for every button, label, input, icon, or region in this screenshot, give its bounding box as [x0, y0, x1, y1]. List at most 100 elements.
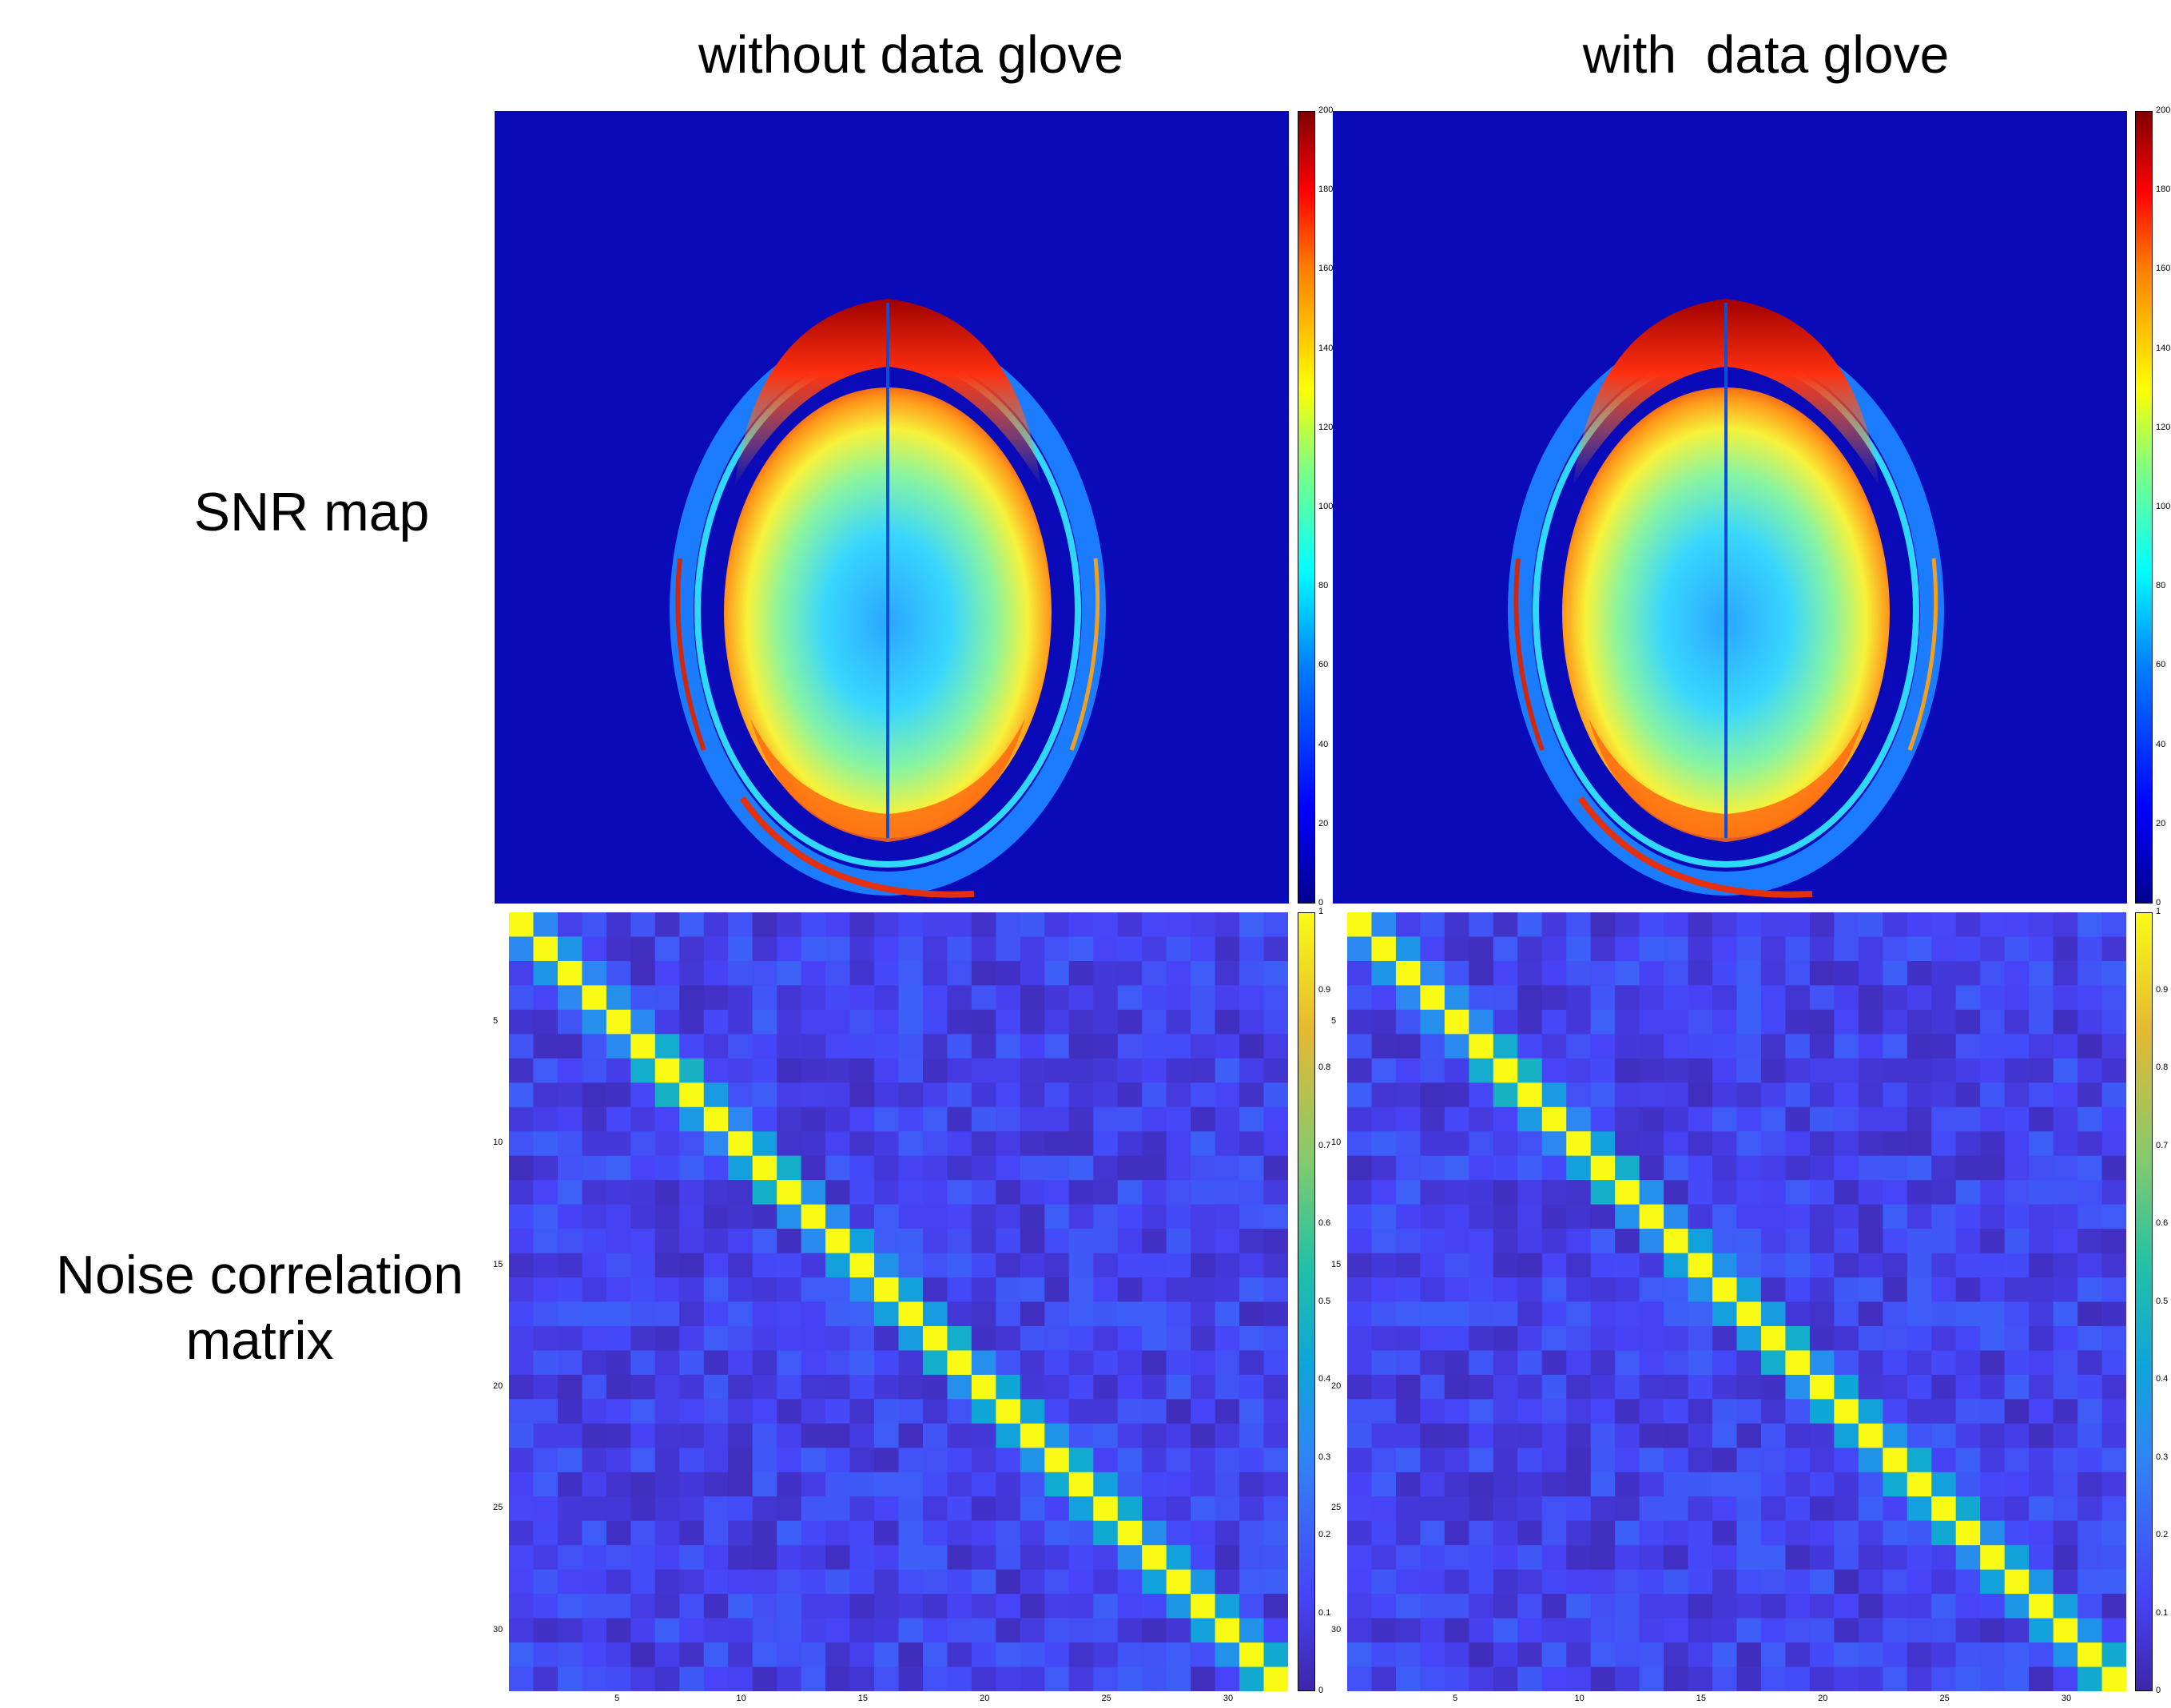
matrix-cell [2078, 1423, 2103, 1448]
matrix-cell [971, 1131, 996, 1157]
matrix-cell [849, 936, 875, 962]
matrix-cell [1688, 912, 1713, 937]
matrix-cell [533, 1253, 559, 1278]
matrix-cell [1444, 1545, 1469, 1571]
matrix-cell [2101, 1642, 2126, 1668]
matrix-cell [1931, 1253, 1957, 1278]
colorbar-tick-label: 200 [1318, 105, 1334, 115]
matrix-cell [1444, 1277, 1469, 1302]
matrix-cell [996, 1520, 1021, 1546]
matrix-cell [1907, 1204, 1932, 1229]
matrix-cell [606, 1204, 631, 1229]
matrix-cell [1068, 1301, 1094, 1327]
matrix-cell [533, 1155, 559, 1181]
matrix-cell [630, 936, 656, 962]
matrix-cell [1044, 1082, 1070, 1108]
matrix-cell [1760, 1082, 1786, 1108]
matrix-cell [1347, 960, 1372, 986]
matrix-cell [630, 1277, 656, 1302]
matrix-cell [728, 1399, 753, 1424]
matrix-cell [996, 1180, 1021, 1206]
matrix-cell [509, 1155, 534, 1181]
corr-colorbar-left [1298, 912, 1315, 1691]
matrix-cell [1907, 1155, 1932, 1181]
matrix-diagonal-cell [679, 1082, 705, 1108]
matrix-cell [1444, 1325, 1469, 1351]
matrix-cell [630, 1106, 656, 1132]
matrix-cell [1347, 1374, 1372, 1400]
matrix-cell [1239, 1618, 1265, 1643]
matrix-cell [1785, 960, 1811, 986]
matrix-cell [874, 1034, 899, 1059]
matrix-cell [1688, 1472, 1713, 1497]
matrix-cell [1444, 985, 1469, 1011]
matrix-cell [1444, 1229, 1469, 1254]
matrix-cell [582, 1496, 607, 1522]
matrix-cell [1191, 1058, 1216, 1083]
colorbar-tick-label: 100 [1318, 502, 1334, 511]
matrix-cell [971, 960, 996, 986]
matrix-cell [898, 1082, 924, 1108]
matrix-cell [1907, 1423, 1932, 1448]
matrix-cell [849, 1545, 875, 1571]
matrix-cell [1834, 1594, 1859, 1619]
matrix-cell [2078, 1009, 2103, 1035]
matrix-cell [2029, 1301, 2054, 1327]
matrix-cell [2078, 1448, 2103, 1473]
colorbar-tick-label: 80 [2156, 581, 2166, 591]
matrix-cell [1371, 1180, 1397, 1206]
matrix-cell [1347, 985, 1372, 1011]
matrix-cell [1420, 1618, 1445, 1643]
matrix-cell [1166, 1131, 1191, 1157]
matrix-cell [752, 1106, 777, 1132]
matrix-cell [1590, 1229, 1616, 1254]
matrix-cell [2004, 1350, 2030, 1376]
matrix-cell [1931, 985, 1957, 1011]
matrix-cell [1688, 1325, 1713, 1351]
matrix-cell [1117, 1034, 1143, 1059]
matrix-cell [1955, 1155, 1981, 1181]
matrix-cell [1191, 1374, 1216, 1400]
matrix-cell [1142, 1058, 1167, 1083]
matrix-cell [1166, 1204, 1191, 1229]
matrix-cell [1712, 1642, 1737, 1668]
matrix-cell [1044, 1423, 1070, 1448]
matrix-cell [654, 1350, 680, 1376]
matrix-cell [996, 1448, 1021, 1473]
matrix-cell [2053, 985, 2078, 1011]
matrix-cell [582, 1618, 607, 1643]
matrix-cell [777, 1569, 802, 1595]
matrix-diagonal-cell [1142, 1545, 1167, 1571]
matrix-cell [777, 1423, 802, 1448]
matrix-cell [971, 1034, 996, 1059]
matrix-cell [1093, 1034, 1119, 1059]
matrix-cell [825, 1155, 851, 1181]
matrix-cell [849, 1155, 875, 1181]
matrix-cell [679, 1229, 705, 1254]
matrix-cell [752, 1374, 777, 1400]
matrix-cell [1371, 1325, 1397, 1351]
matrix-cell [1420, 1277, 1445, 1302]
matrix-cell [1166, 1082, 1191, 1108]
matrix-cell [1420, 1350, 1445, 1376]
matrix-cell [679, 1277, 705, 1302]
matrix-cell [1263, 1496, 1288, 1522]
matrix-cell [874, 1301, 899, 1327]
matrix-cell [1785, 1520, 1811, 1546]
matrix-cell [1955, 1180, 1981, 1206]
matrix-cell [825, 1569, 851, 1595]
matrix-cell [1444, 1472, 1469, 1497]
matrix-cell [654, 985, 680, 1011]
matrix-cell [1420, 1325, 1445, 1351]
colorbar-tick-label: 0.6 [2156, 1218, 2169, 1228]
colorbar-tick-label: 120 [1318, 422, 1334, 432]
matrix-cell [1590, 1594, 1616, 1619]
matrix-diagonal-cell [1615, 1180, 1640, 1206]
matrix-cell [1615, 1082, 1640, 1108]
colorbar-tick-label: 140 [1318, 343, 1334, 353]
matrix-cell [1469, 1569, 1494, 1595]
matrix-cell [874, 1642, 899, 1668]
matrix-cell [849, 1131, 875, 1157]
matrix-cell [1541, 1520, 1567, 1546]
colorbar-tick-label: 80 [1318, 581, 1329, 591]
